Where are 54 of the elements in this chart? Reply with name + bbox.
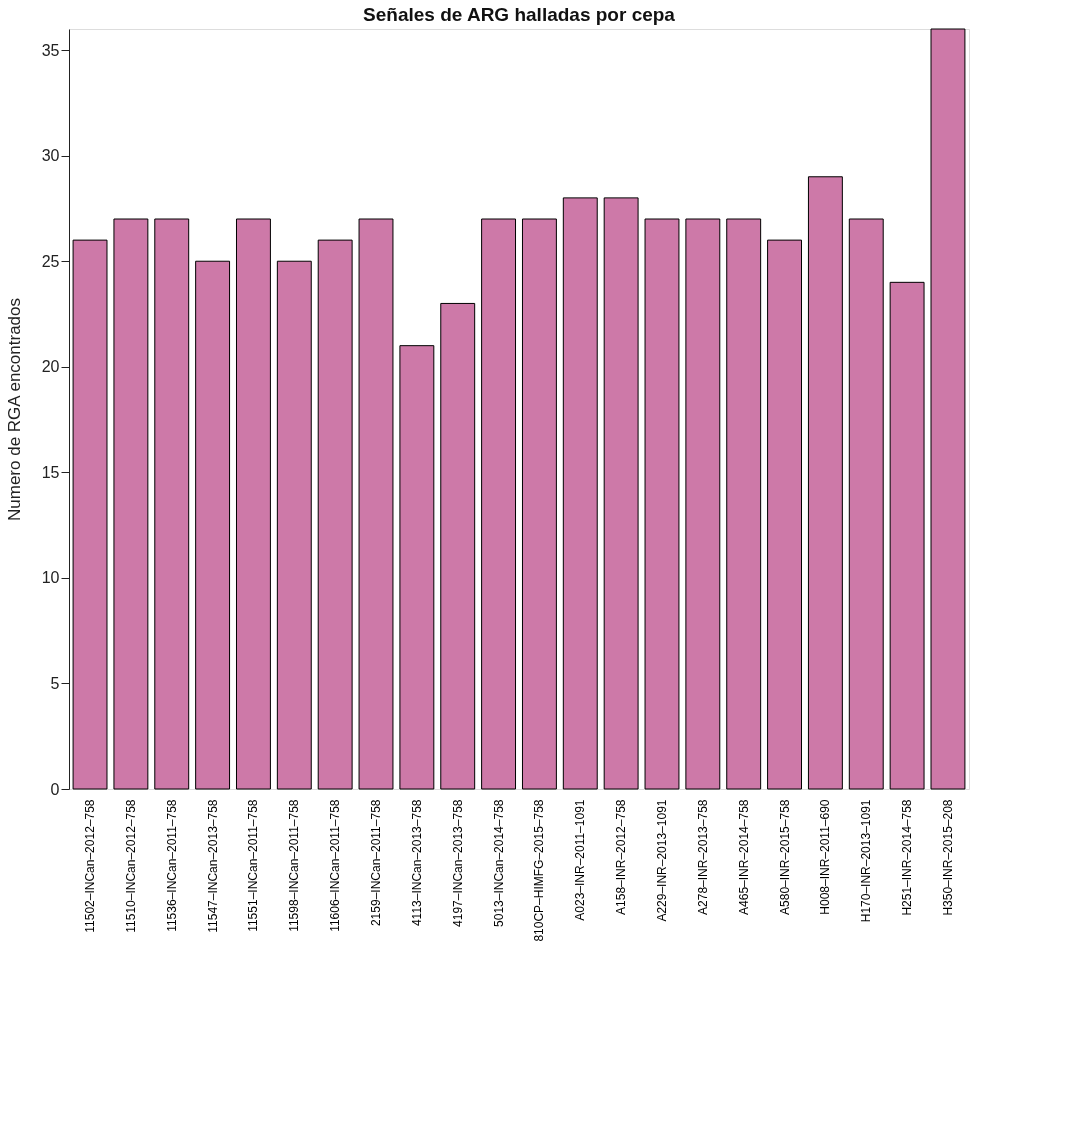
x-tick-label: H350–INR–2015–208 (940, 799, 955, 916)
x-tick-label: H008–INR–2011–690 (818, 799, 833, 915)
y-tick-label: 35 (41, 41, 60, 59)
x-tick-label: H170–INR–2013–1091 (859, 799, 874, 923)
y-tick-label: 30 (41, 147, 60, 165)
bar (317, 239, 353, 790)
bar (685, 218, 721, 790)
x-tick-label: A023–INR–2011–1091 (573, 799, 588, 921)
bar (399, 345, 435, 790)
x-tick-label: A158–INR–2012–758 (614, 799, 629, 915)
bar (767, 239, 802, 790)
x-tick-label: A465–INR–2014–758 (736, 799, 751, 915)
x-tick-label: A278–INR–2013–758 (695, 799, 710, 915)
x-tick-label: 5013–INCan–2014–758 (491, 799, 506, 927)
x-tick-label: 11510–INCan–2012–758 (123, 799, 138, 933)
bar (195, 260, 231, 790)
x-tick-label: 4197–INCan–2013–758 (450, 799, 465, 927)
bar (358, 218, 394, 790)
y-tick-label: 20 (41, 358, 60, 376)
bar (562, 197, 598, 790)
y-tick-label: 0 (50, 780, 60, 798)
x-tick-label: 11606–INCan–2011–758 (328, 799, 343, 932)
bar (236, 218, 271, 790)
chart-title: Señales de ARG halladas por cepa (363, 3, 676, 25)
y-tick-label: 15 (41, 463, 60, 481)
y-tick-label: 25 (41, 252, 60, 270)
x-tick-label: A229–INR–2013–1091 (654, 799, 669, 922)
bar (807, 176, 843, 790)
bar (603, 197, 639, 790)
x-tick-label: 11547–INCan–2013–758 (205, 799, 220, 933)
y-tick-label: 5 (50, 674, 60, 692)
bar (930, 28, 966, 790)
bar (889, 281, 925, 790)
x-tick-label: 4113–INCan–2013–758 (409, 799, 424, 927)
bar (726, 218, 762, 790)
y-tick-label: 10 (41, 569, 60, 587)
y-axis-title: Numero de RGA encontrados (4, 297, 24, 522)
bar (481, 218, 517, 790)
bar (113, 218, 149, 790)
bar (72, 239, 108, 790)
x-tick-label: 11598–INCan–2011–758 (287, 799, 302, 932)
x-tick-label: A580–INR–2015–758 (777, 799, 792, 915)
bar (848, 218, 884, 790)
bar (154, 218, 190, 790)
x-tick-label: 2159–INCan–2011–758 (369, 799, 384, 927)
x-tick-label: H251–INR–2014–758 (900, 799, 915, 916)
bar (276, 260, 312, 790)
x-tick-label: 11551–INCan–2011–758 (246, 799, 261, 932)
bar (440, 302, 476, 790)
x-tick-label: 11502–INCan–2012–758 (83, 799, 98, 933)
bar (644, 218, 680, 790)
bar (521, 218, 557, 790)
x-tick-label: 810CP–HIMFG–2015–758 (532, 799, 547, 942)
x-tick-label: 11536–INCan–2011–758 (164, 799, 179, 932)
